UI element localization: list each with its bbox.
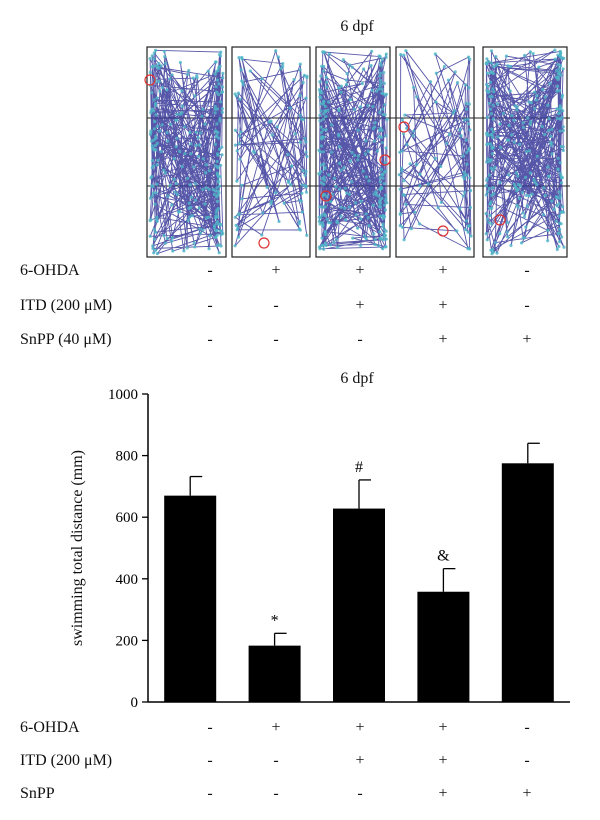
well-frame [395,46,475,258]
tracks-sign: + [438,331,448,348]
chart-sign: + [438,719,448,736]
chart-sign: - [357,785,363,802]
bar [164,495,217,702]
chart-row-label: ITD (200 μM) [20,752,113,769]
significance-mark: * [271,612,279,629]
tracks-sign: - [207,331,213,348]
bar [248,645,301,702]
chart-sign: + [271,719,281,736]
chart-sign: + [522,785,532,802]
chart-sign: + [438,752,448,769]
y-tick-label: 600 [116,510,139,526]
chart-sign: - [273,752,279,769]
chart-row-label: SnPP [20,785,55,802]
chart-sign: + [355,719,365,736]
y-tick-label: 800 [116,449,139,465]
trajectory-points [397,49,473,251]
trajectory-points [148,48,225,256]
trajectory-points [317,49,389,251]
trajectory-points [484,48,566,256]
chart-sign: - [524,719,530,736]
y-tick-label: 1000 [108,387,138,403]
y-tick-label: 400 [116,572,139,588]
tracks-sign: - [357,331,363,348]
tracks-row-label: 6-OHDA [20,262,80,279]
tracks-sign: - [207,297,213,314]
significance-mark: # [355,459,363,476]
chart-sign: - [524,752,530,769]
bar [501,463,554,702]
marker-circle [258,237,270,249]
tracks-sign: + [355,262,365,279]
chart-sign: - [207,752,213,769]
bar [417,591,470,702]
chart-sign: + [355,752,365,769]
tracks-sign: - [273,331,279,348]
tracks-sign: - [207,262,213,279]
y-tick-label: 200 [116,633,139,649]
tracks-sign: - [273,297,279,314]
bar [333,508,385,702]
well-frame [231,46,311,258]
chart-sign: - [207,719,213,736]
marker-circle [144,74,156,86]
chart-sign: - [207,785,213,802]
chart-row-label: 6-OHDA [20,719,80,736]
marker-circle [494,214,506,226]
well-frame [315,46,391,258]
marker-circle [437,225,449,237]
chart-title: 6 dpf [340,370,374,387]
marker-circle [320,190,332,202]
chart-sign: + [438,785,448,802]
tracks-row-label: ITD (200 μM) [20,297,113,314]
marker-circle [379,154,391,166]
marker-circle [398,121,410,133]
tracks-sign: - [524,297,530,314]
tracks-sign: + [438,262,448,279]
tracks-sign: + [522,331,532,348]
y-tick-label: 0 [131,695,139,711]
trajectory-points [233,49,309,248]
significance-mark: & [437,548,450,565]
tracks-sign: + [438,297,448,314]
tracks-sign: + [271,262,281,279]
swim-tracks-panel [144,46,570,258]
tracks-sign: + [355,297,365,314]
tracks-title: 6 dpf [340,18,374,35]
well-frame [146,46,227,258]
tracks-sign: - [524,262,530,279]
tracks-row-label: SnPP (40 μM) [20,331,112,348]
well-frame [482,46,568,258]
chart-sign: - [273,785,279,802]
